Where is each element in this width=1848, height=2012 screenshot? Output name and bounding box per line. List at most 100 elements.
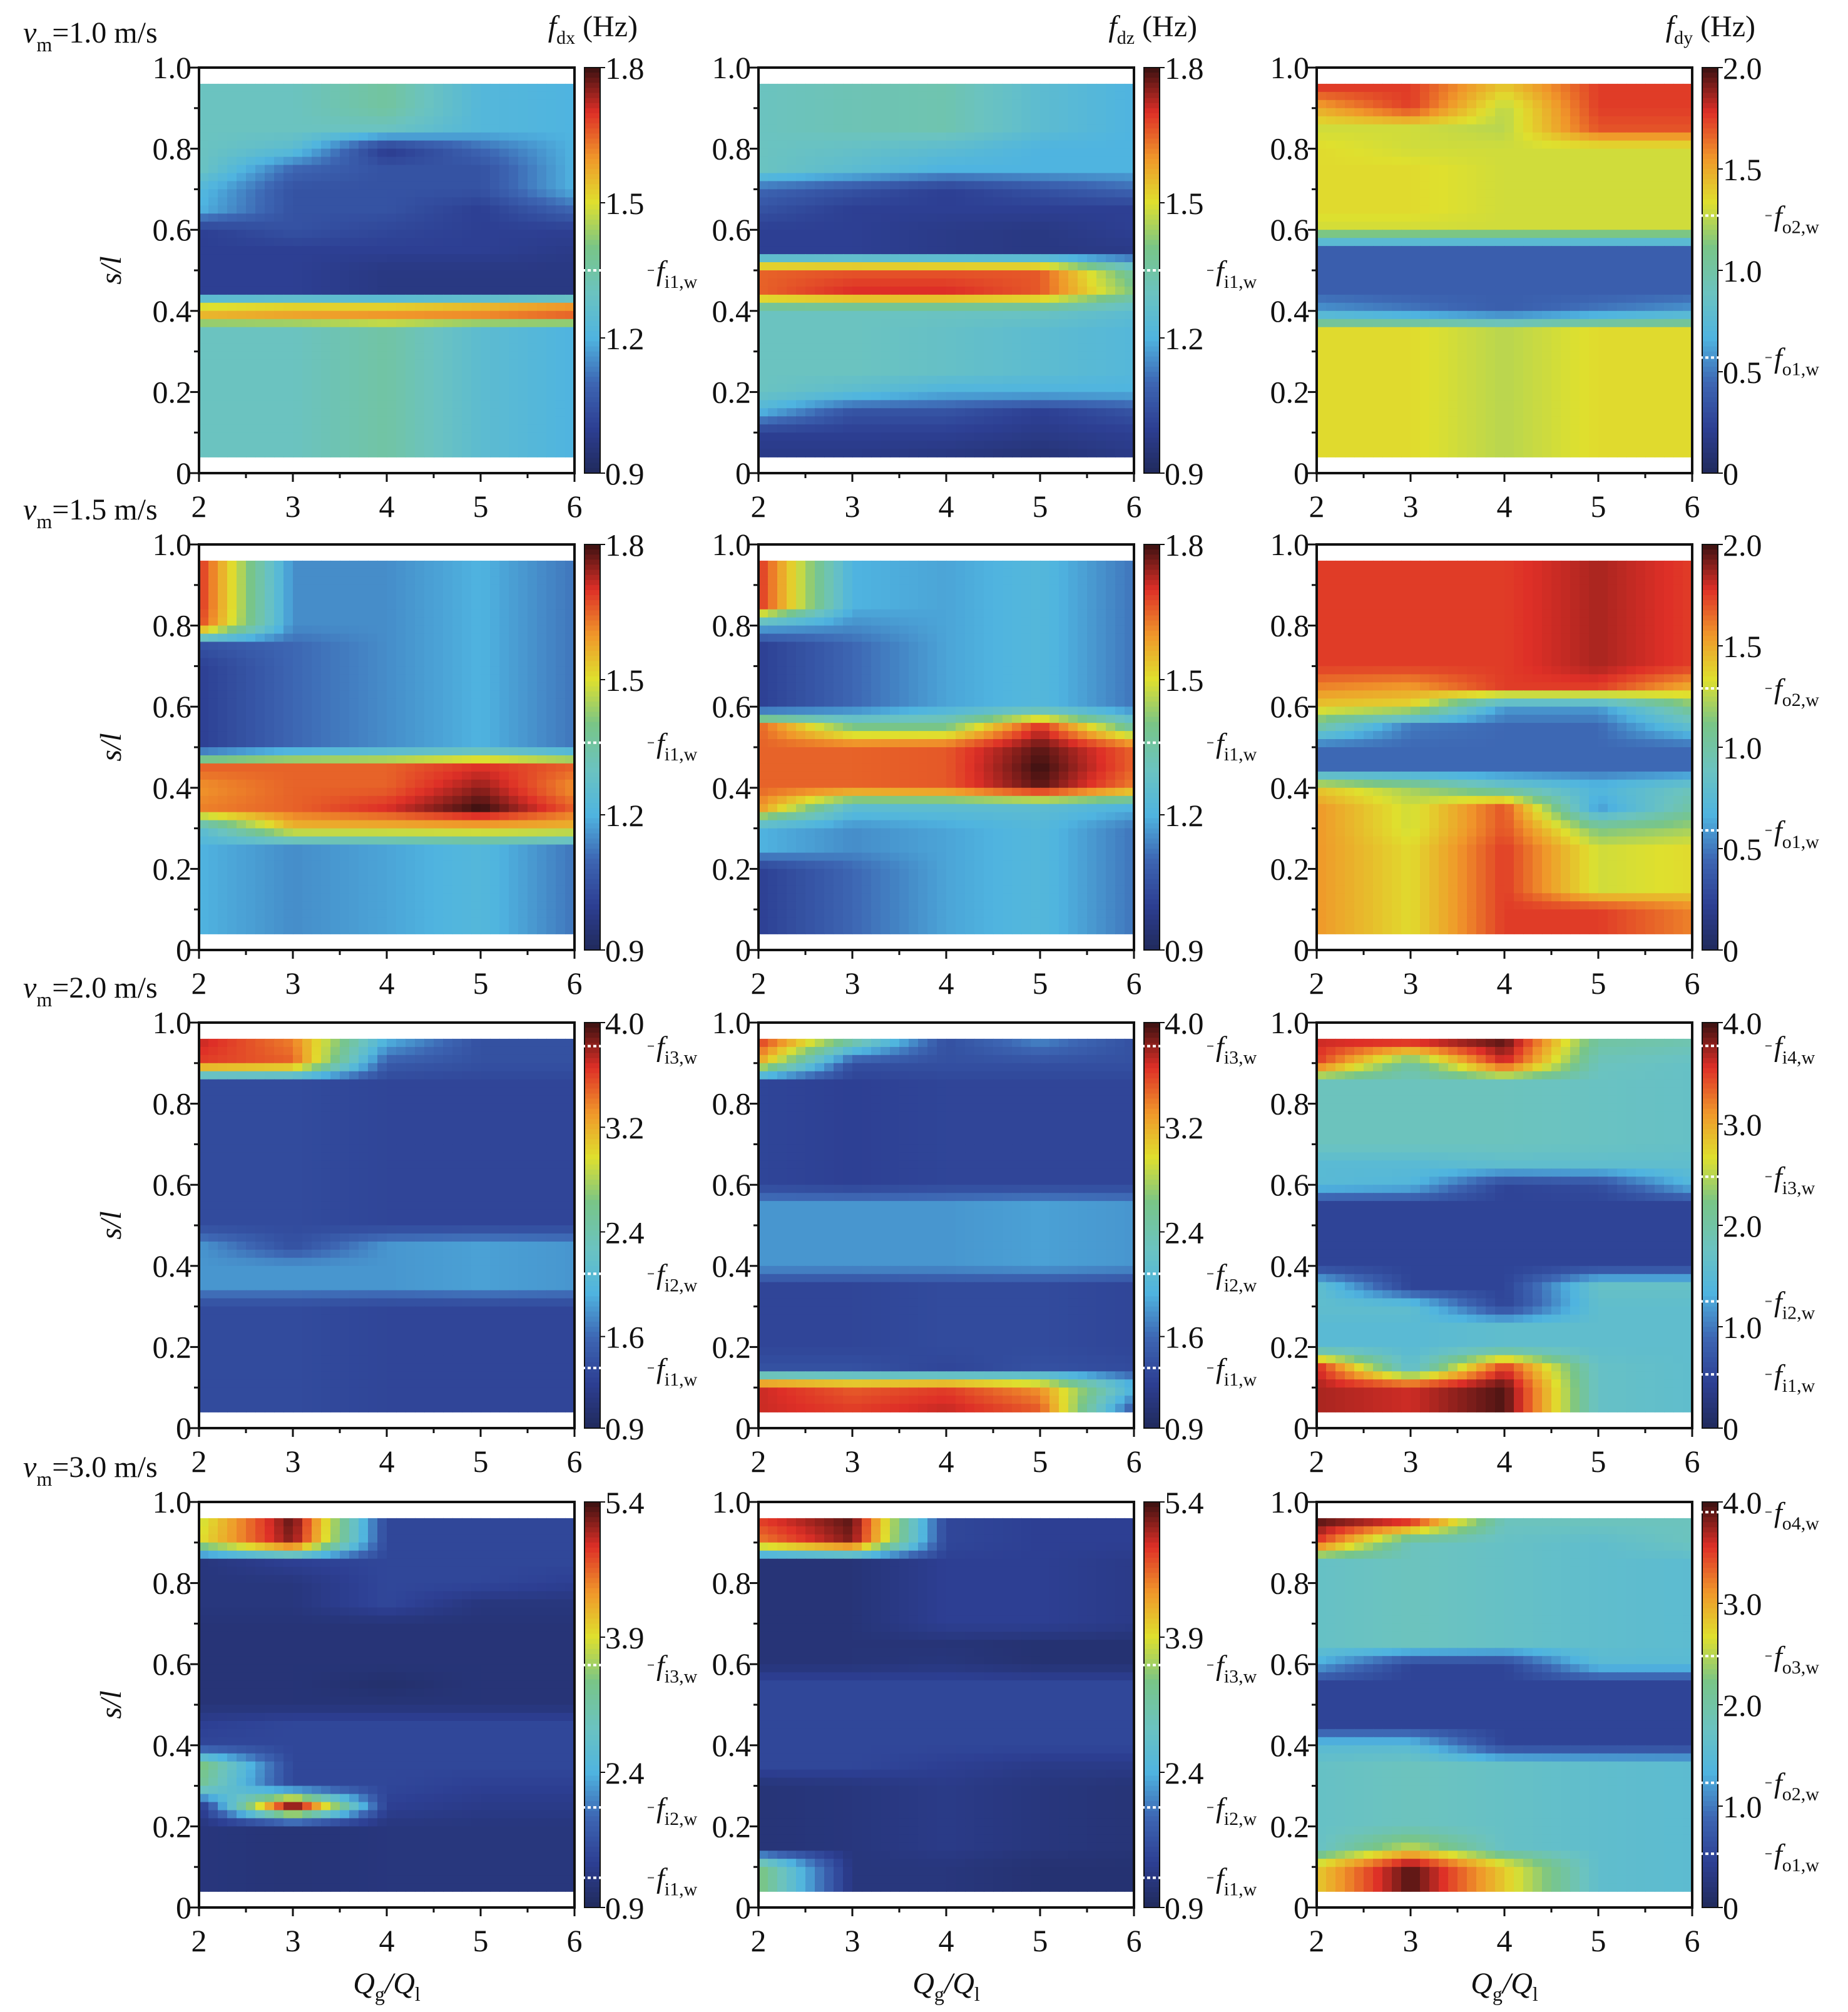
heatmap-cell [1364,246,1374,255]
heatmap-cell [1382,286,1392,295]
heatmap-cell [1617,270,1627,279]
heatmap-cell [1031,205,1041,215]
heatmap-cell [312,140,322,150]
heatmap-cell [1040,416,1050,426]
heatmap-cell [890,205,900,215]
heatmap-cell [1626,213,1636,223]
heatmap-cell [349,343,359,352]
heatmap-cell [909,189,919,198]
heatmap-cell [1476,262,1486,271]
heatmap-cell [965,132,975,141]
heatmap-cell [462,165,472,174]
heatmap-cell [199,124,209,133]
heatmap-cell [509,140,519,150]
heatmap-cell [899,246,909,255]
heatmap-cell [1078,148,1088,158]
heatmap-cell [1401,124,1411,133]
heatmap-cell [937,132,947,141]
heatmap-cell [293,132,303,141]
heatmap-cell [1457,189,1468,198]
y-tick-label: 0 [735,456,751,491]
heatmap-cell [368,343,378,352]
heatmap-cell [1570,148,1580,158]
heatmap-cell [1040,116,1050,125]
heatmap-cell [246,254,256,263]
heatmap-cell [1467,205,1477,215]
heatmap-cell [321,205,331,215]
heatmap-cell [852,310,862,320]
heatmap-cell [1049,205,1059,215]
heatmap-cell [237,205,247,215]
heatmap-cell [255,270,265,279]
colorbar-segment [1144,326,1160,332]
heatmap-cell [293,246,303,255]
heatmap-cell [537,197,547,207]
heatmap-cell [255,400,265,409]
heatmap-cell [1049,181,1059,190]
heatmap-cell [909,294,919,304]
heatmap-cell [302,165,312,174]
heatmap-cell [899,213,909,223]
heatmap-cell [1021,278,1031,287]
heatmap-cell [406,254,416,263]
heatmap-cell [871,148,881,158]
heatmap-cell [537,213,547,223]
heatmap-cell [1021,254,1031,263]
heatmap-cell [1106,343,1116,352]
colorbar-segment [1144,123,1160,129]
heatmap-cell [890,132,900,141]
heatmap-cell [528,83,538,93]
heatmap-cell [518,286,528,295]
heatmap-cell [424,140,434,150]
heatmap-cell [1570,100,1580,109]
heatmap-cell [406,319,416,328]
colorbar-segment [1144,189,1160,195]
heatmap-cell [368,197,378,207]
heatmap-cell [815,262,825,271]
heatmap-cell [1031,116,1041,125]
heatmap-cell [565,91,575,101]
heatmap-cell [787,83,797,93]
heatmap-cell [1448,124,1458,133]
heatmap-cell [443,400,453,409]
heatmap-cell [528,441,538,449]
heatmap-cell [984,173,994,182]
heatmap-cell [871,189,881,198]
heatmap-cell [537,254,547,263]
heatmap-cell [1411,116,1421,125]
heatmap-cell [1542,91,1552,101]
heatmap-cell [218,335,228,344]
heatmap-cell [246,400,256,409]
heatmap-cell [424,294,434,304]
heatmap-cell [283,181,294,190]
heatmap-cell [758,367,768,377]
heatmap-cell [881,367,891,377]
heatmap-cell [227,449,237,457]
colorbar-segment [1144,133,1160,140]
heatmap-cell [509,367,519,377]
heatmap-cell [918,148,928,158]
colorbar-segment [585,163,600,170]
heatmap-cell [1021,100,1031,109]
heatmap-cell [1645,91,1655,101]
heatmap-cell [946,124,956,133]
heatmap-cell [1580,108,1590,117]
heatmap-cell [218,124,228,133]
heatmap-cell [1078,124,1088,133]
heatmap-cell [481,165,491,174]
heatmap-cell [499,294,509,304]
heatmap-cell [899,108,909,117]
heatmap-cell [937,327,947,336]
heatmap-cell [537,392,547,401]
heatmap-cell [834,384,844,393]
heatmap-cell [1420,140,1430,150]
heatmap-cell [890,165,900,174]
heatmap-cell [1598,262,1608,271]
heatmap-cell [1068,392,1078,401]
heatmap-cell [1049,246,1059,255]
heatmap-cell [481,392,491,401]
heatmap-cell [1068,205,1078,215]
heatmap-cell [852,327,862,336]
heatmap-cell [871,246,881,255]
heatmap-cell [1003,189,1013,198]
